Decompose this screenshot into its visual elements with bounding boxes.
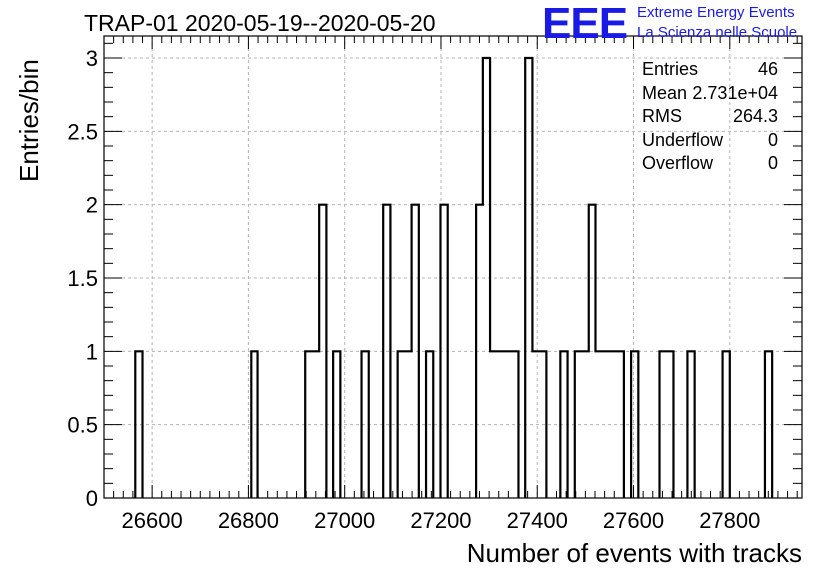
logo-letters: EEE [542,2,627,42]
x-tick-label: 27600 [603,508,664,533]
stats-row-entries: Entries 46 [642,58,782,82]
stats-value: 2.731e+04 [692,82,778,103]
axes [103,35,803,499]
y-tick-label: 1.5 [67,266,98,291]
stats-box: Entries 46 Mean 2.731e+04 RMS 264.3 Unde… [642,58,782,176]
y-tick-label: 3 [86,46,98,71]
stats-key: Mean [642,82,688,103]
x-tick-label: 26600 [122,508,183,533]
x-tick-label: 27200 [410,508,471,533]
eee-logo-icon: EEE [542,2,628,42]
stats-key: Entries [642,59,699,79]
x-tick-label: 27000 [314,508,375,533]
x-tick-label: 26800 [218,508,279,533]
logo-text: Extreme Energy Events La Scienza nelle S… [637,3,797,43]
stats-key: Underflow [642,129,724,150]
x-tick-label: 27800 [699,508,760,533]
stats-row-mean: Mean 2.731e+04 [642,82,782,106]
y-tick-label: 0.5 [67,413,98,438]
stats-row-underflow: Underflow 0 [642,129,782,153]
logo-line-2: La Scienza nelle Scuole [637,24,798,41]
logo-line-1: Extreme Energy Events [637,4,795,21]
stats-row-overflow: Overflow 0 [642,152,782,176]
y-tick-label: 0 [86,486,98,511]
stats-value: 0 [767,153,778,173]
stats-value: 46 [757,59,778,79]
stats-value: 0 [767,129,778,150]
stats-key: RMS [642,106,682,126]
x-tick-label: 27400 [507,508,568,533]
y-tick-label: 1 [86,339,98,364]
histogram-bin [660,351,674,498]
histogram-bin [305,351,319,498]
stats-row-rms: RMS 264.3 [642,105,782,129]
y-axis-label: Entries/bin [14,59,44,182]
tick-labels: 26600 26800 27000 27200 27400 27600 27800 0 0.5 1… [67,46,760,533]
stats-key: Overflow [642,153,714,173]
y-tick-label: 2.5 [67,119,98,144]
x-axis-label: Number of events with tracks [466,538,802,568]
plot-frame [103,35,803,499]
chart-title: TRAP-01 2020-05-19--2020-05-20 [84,10,436,36]
histogram-outline [134,56,774,498]
stats-value: 264.3 [732,106,778,126]
y-tick-label: 2 [86,193,98,218]
